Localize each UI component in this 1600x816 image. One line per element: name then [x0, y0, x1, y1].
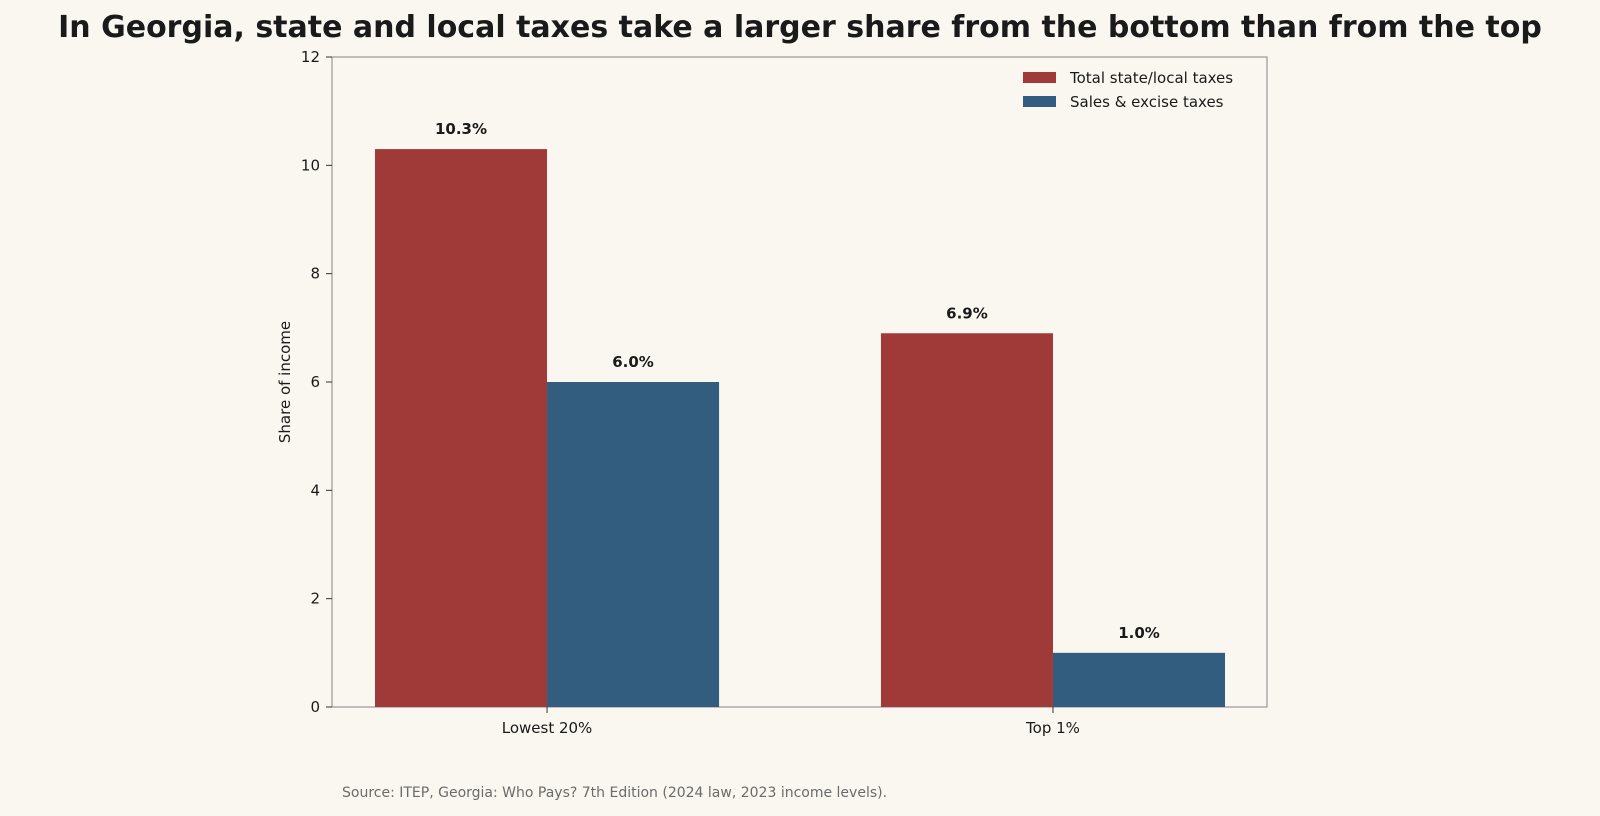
y-tick-label: 12: [301, 48, 320, 66]
legend-label: Sales & excise taxes: [1070, 93, 1224, 111]
y-tick-label: 2: [310, 590, 320, 608]
y-tick-label: 8: [310, 265, 320, 283]
bar: [880, 333, 1053, 707]
source-note: Source: ITEP, Georgia: Who Pays? 7th Edi…: [342, 785, 887, 801]
x-tick-label: Lowest 20%: [502, 719, 593, 737]
legend-label: Total state/local taxes: [1069, 69, 1233, 87]
bar: [1052, 652, 1226, 707]
y-tick-label: 0: [310, 698, 320, 716]
bar: [547, 382, 720, 707]
data-label: 1.0%: [1118, 624, 1160, 642]
y-tick-label: 6: [310, 373, 320, 391]
bar: [375, 149, 548, 708]
y-tick-label: 4: [310, 481, 320, 499]
chart-title: In Georgia, state and local taxes take a…: [58, 10, 1542, 45]
y-axis-label: Share of income: [276, 321, 294, 443]
data-label: 6.9%: [946, 304, 988, 322]
y-tick-label: 10: [301, 156, 320, 174]
legend: Total state/local taxes Sales & excise ta…: [1023, 69, 1233, 111]
data-label: 10.3%: [435, 120, 487, 138]
legend-swatch: [1023, 72, 1056, 83]
x-tick-label: Top 1%: [1025, 719, 1080, 737]
legend-swatch: [1023, 96, 1056, 107]
data-label: 6.0%: [612, 353, 654, 371]
